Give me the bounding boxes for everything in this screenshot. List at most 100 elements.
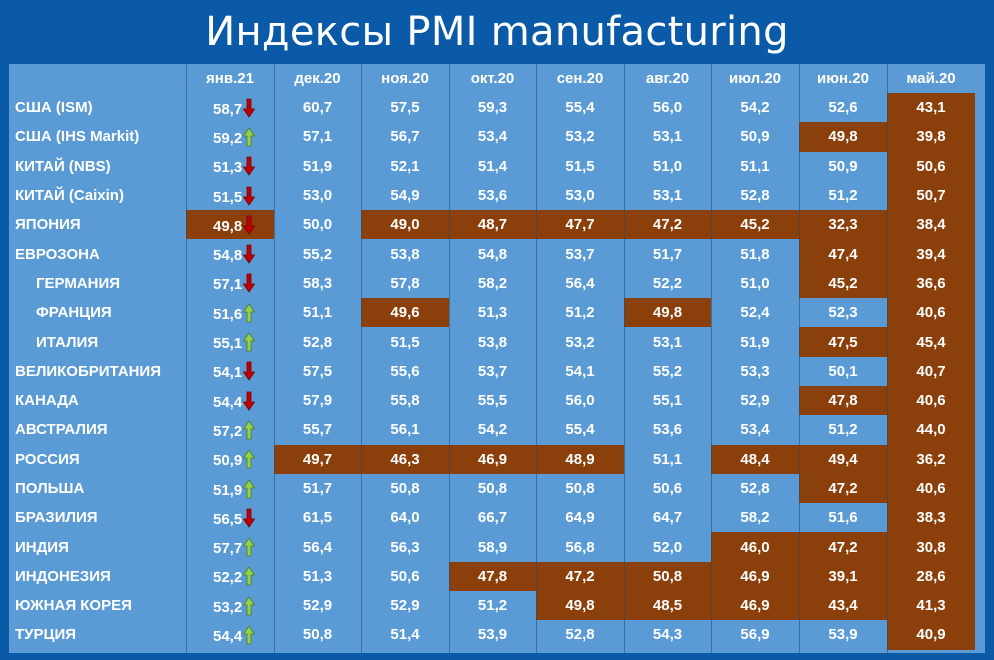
value-cell: 56,3: [361, 532, 449, 561]
value-cell: 53,2: [536, 122, 624, 151]
value-cell: 46,9: [711, 561, 799, 592]
value-text: 53,2: [565, 333, 595, 351]
value-text: 39,4: [916, 245, 946, 263]
value-cell: 57,1: [186, 269, 274, 298]
value-text: 54,3: [652, 626, 683, 644]
value-text: 53,9: [477, 626, 508, 644]
value-cell: 51,0: [624, 152, 711, 181]
value-text: 56,4: [565, 274, 595, 292]
value-text: 53,0: [302, 187, 333, 205]
value-cell: 51,9: [711, 327, 799, 356]
value-text: 53,7: [477, 362, 508, 380]
value-cell: 55,1: [186, 327, 274, 356]
value-text: 46,9: [477, 450, 508, 468]
value-text: 55,2: [652, 362, 683, 380]
trend-up-arrow-icon: [243, 537, 256, 557]
value-cell: 47,2: [536, 561, 624, 592]
value-text: 51,6: [213, 305, 243, 323]
value-cell: 39,8: [887, 122, 975, 152]
value-text: 51,2: [828, 421, 858, 439]
value-text: 54,9: [390, 187, 420, 205]
value-cell: 45,2: [799, 268, 887, 299]
value-cell: 53,7: [449, 357, 536, 386]
table-row: США (IHS Markit) 59,2 57,1 56,7 53,4 53,2 53,1…: [9, 122, 975, 152]
column-divider: [624, 64, 625, 653]
column-divider: [887, 64, 888, 653]
value-cell: 47,7: [536, 210, 624, 240]
value-cell: 53,9: [799, 620, 887, 649]
table-row: БРАЗИЛИЯ 56,5 61,5 64,0 66,7 64,9 64,7 58,2 51,6…: [9, 503, 975, 533]
table-row: КИТАЙ (Caixin) 51,5 53,0 54,9 53,6 53,0 53,1 52…: [9, 180, 975, 211]
value-text: 61,5: [302, 509, 333, 527]
value-cell: 57,2: [186, 415, 274, 444]
value-text: 56,1: [390, 421, 420, 439]
value-cell: 32,3: [799, 210, 887, 240]
value-text: 55,2: [302, 245, 333, 263]
country-column-header: [9, 64, 186, 93]
value-cell: 51,1: [711, 152, 799, 181]
value-text: 54,2: [740, 99, 770, 117]
value-text: 51,9: [302, 157, 333, 175]
value-text: 49,7: [302, 450, 333, 468]
value-cell: 50,6: [624, 474, 711, 503]
value-text: 38,4: [916, 216, 946, 234]
value-text: 43,4: [828, 597, 858, 615]
value-text: 56,5: [213, 510, 243, 528]
value-cell: 39,4: [887, 239, 975, 269]
trend-down-arrow-icon: [243, 186, 256, 206]
value-text: 53,1: [652, 333, 683, 351]
value-cell: 45,4: [887, 327, 975, 357]
value-text: 43,1: [916, 99, 946, 117]
value-text: 54,8: [213, 247, 243, 265]
value-text: 54,4: [213, 393, 243, 411]
value-cell: 56,5: [186, 503, 274, 532]
value-cell: 51,3: [449, 298, 536, 327]
value-cell: 56,4: [274, 532, 361, 561]
value-text: 55,1: [652, 392, 683, 410]
column-header: ноя.20: [381, 70, 429, 87]
value-cell: 64,7: [624, 503, 711, 532]
value-text: 53,9: [828, 626, 858, 644]
value-text: 54,8: [477, 245, 508, 263]
value-text: 54,1: [213, 364, 243, 382]
value-text: 39,8: [916, 128, 946, 146]
table-row: ИНДИЯ 57,7 56,4 56,3 58,9 56,8 52,0 46,0 47,2 30,…: [9, 532, 975, 562]
value-cell: 53,8: [449, 327, 536, 356]
value-cell: 47,5: [799, 327, 887, 357]
value-text: 51,6: [828, 509, 858, 527]
value-text: 50,9: [740, 128, 770, 146]
value-text: 53,2: [565, 128, 595, 146]
value-text: 59,2: [213, 129, 243, 147]
table-body: США (ISM) 58,7 60,7 57,5 59,3 55,4 56,0 54,2 52,…: [9, 93, 975, 650]
value-text: 55,4: [565, 421, 595, 439]
value-cell: 51,5: [186, 181, 274, 210]
value-text: 50,7: [916, 187, 946, 205]
value-cell: 36,2: [887, 444, 975, 474]
value-cell: 48,7: [449, 210, 536, 240]
value-cell: 64,9: [536, 503, 624, 532]
value-text: 52,8: [740, 480, 770, 497]
value-cell: 49,8: [536, 591, 624, 621]
country-label: ГЕРМАНИЯ: [36, 274, 121, 292]
value-cell: 53,4: [711, 415, 799, 444]
value-cell: 55,4: [536, 93, 624, 122]
value-text: 54,4: [213, 627, 243, 645]
value-text: 52,2: [652, 274, 683, 292]
table-row: ТУРЦИЯ 54,4 50,8 51,4 53,9 52,8 54,3 56,9 53,9 40…: [9, 620, 975, 650]
value-cell: 51,0: [711, 269, 799, 298]
value-cell: 53,0: [274, 181, 361, 210]
value-text: 47,8: [477, 567, 508, 585]
value-text: 51,3: [477, 304, 508, 322]
column-header: дек.20: [294, 70, 341, 87]
value-text: 50,8: [390, 480, 420, 497]
value-cell: 59,2: [186, 122, 274, 151]
value-cell: 53,2: [186, 591, 274, 620]
value-cell: 51,3: [274, 562, 361, 591]
value-cell: 50,9: [711, 122, 799, 151]
column-header: май.20: [906, 70, 956, 87]
value-text: 51,0: [652, 157, 683, 175]
column-header: янв.21: [206, 70, 254, 87]
trend-up-arrow-icon: [243, 595, 256, 616]
value-text: 56,0: [652, 99, 683, 117]
value-text: 56,0: [565, 392, 595, 410]
